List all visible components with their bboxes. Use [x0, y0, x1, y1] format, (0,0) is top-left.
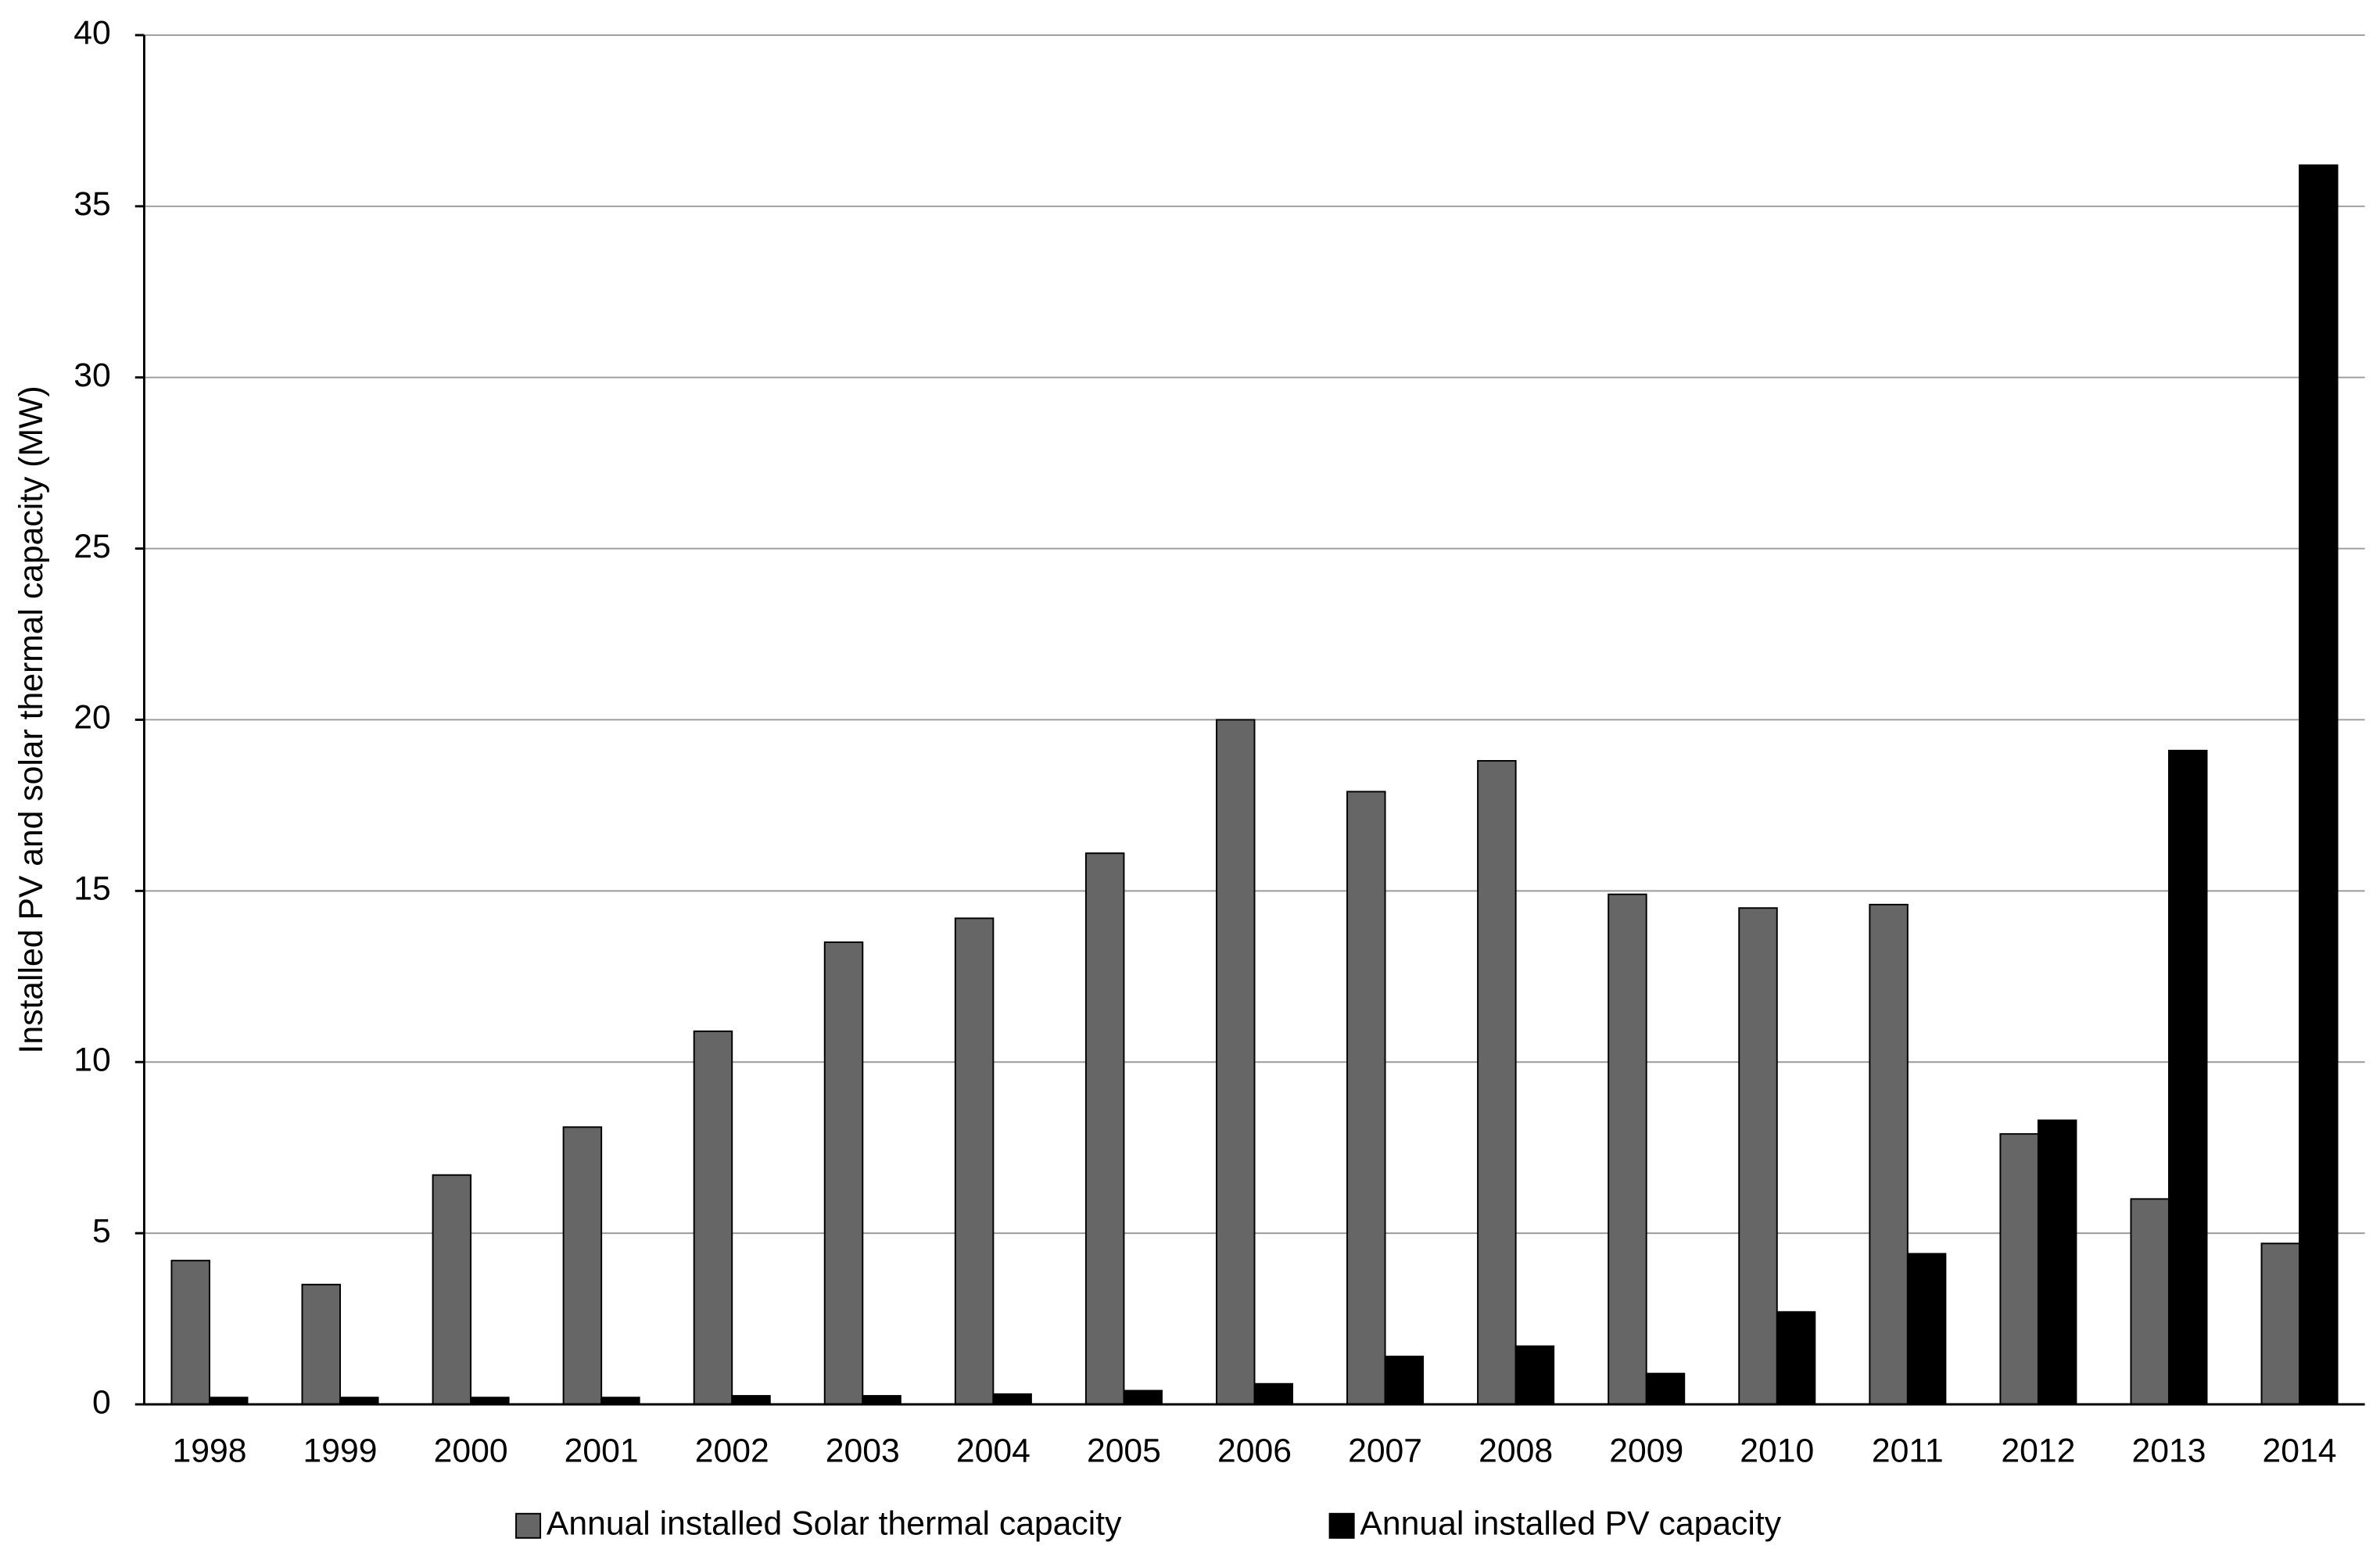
bar [1216, 719, 1256, 1405]
x-tick-label: 1999 [303, 1432, 378, 1469]
x-tick-label: 2004 [956, 1432, 1030, 1469]
bar [992, 1393, 1032, 1405]
y-tick-label: 15 [73, 870, 110, 908]
y-tick-label: 25 [73, 528, 110, 565]
legend-label: Annual installed Solar thermal capacity [547, 1505, 1122, 1543]
y-tick-label: 30 [73, 357, 110, 394]
bar [1346, 791, 1386, 1405]
bar [2130, 1198, 2170, 1405]
x-tick-label: 2008 [1479, 1432, 1553, 1469]
x-tick-label: 2001 [565, 1432, 639, 1469]
bar [2168, 749, 2208, 1405]
bar [1869, 903, 1909, 1405]
x-tick-label: 2012 [2001, 1432, 2075, 1469]
bar [1084, 852, 1125, 1405]
legend-swatch [515, 1512, 542, 1539]
x-tick-label: 2005 [1087, 1432, 1161, 1469]
bar [432, 1174, 472, 1405]
x-tick-label: 2007 [1348, 1432, 1422, 1469]
bar [1477, 760, 1517, 1405]
y-tick-label: 20 [73, 699, 110, 737]
bar [170, 1260, 210, 1405]
bar [2037, 1119, 2077, 1405]
x-tick-label: 2009 [1609, 1432, 1683, 1469]
y-axis-label: Installed PV and solar thermal capacity … [13, 385, 50, 1053]
x-tick-label: 2002 [695, 1432, 769, 1469]
bar [1906, 1253, 1947, 1405]
x-tick-label: 2011 [1872, 1432, 1944, 1469]
bar [731, 1395, 771, 1405]
legend-swatch [1328, 1512, 1355, 1539]
bar [1514, 1345, 1555, 1405]
bar [1999, 1133, 2039, 1405]
y-tick-label: 10 [73, 1042, 110, 1079]
bar [1738, 907, 1778, 1405]
bar [862, 1395, 901, 1405]
bar [823, 941, 864, 1405]
bar [301, 1283, 341, 1405]
bar [1608, 893, 1647, 1405]
bar [693, 1030, 733, 1405]
x-tick-label: 1998 [172, 1432, 246, 1469]
x-tick-label: 2003 [826, 1432, 900, 1469]
y-tick-label: 5 [92, 1212, 111, 1250]
bar [2260, 1242, 2301, 1405]
bar [1253, 1382, 1294, 1405]
y-tick-label: 0 [92, 1383, 111, 1421]
bar [562, 1126, 603, 1405]
bar [1776, 1311, 1816, 1405]
x-tick-label: 2013 [2131, 1432, 2206, 1469]
bar [1123, 1390, 1163, 1405]
x-tick-label: 2010 [1740, 1432, 1814, 1469]
legend-label: Annual installed PV capacity [1360, 1505, 1781, 1543]
y-tick-label: 40 [73, 14, 110, 52]
x-tick-label: 2014 [2263, 1432, 2337, 1469]
x-tick-label: 2000 [434, 1432, 508, 1469]
x-tick-label: 2006 [1217, 1432, 1292, 1469]
bar [1384, 1355, 1425, 1405]
bar [954, 917, 995, 1405]
y-tick-label: 35 [73, 185, 110, 223]
bar [1645, 1372, 1686, 1405]
bar [2299, 164, 2339, 1405]
